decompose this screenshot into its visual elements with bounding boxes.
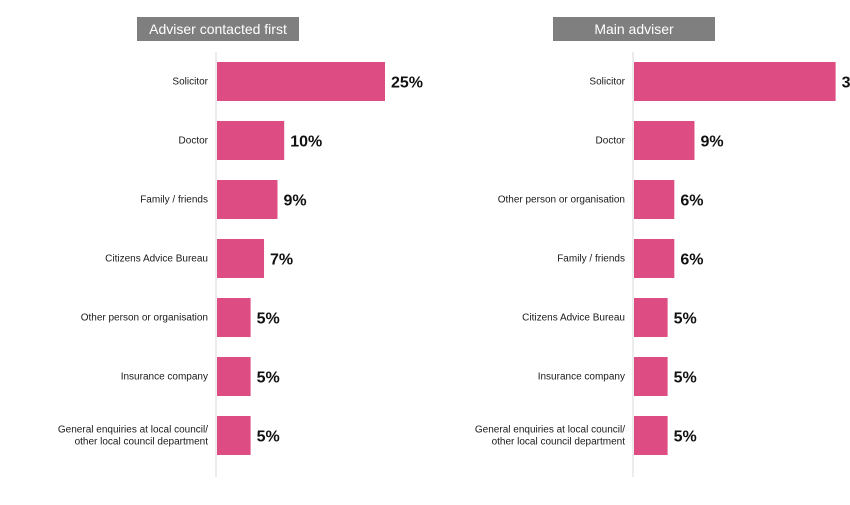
bar <box>217 416 251 455</box>
category-label: Insurance company <box>538 372 625 383</box>
value-label: 30% <box>842 75 850 92</box>
category-label: Family / friends <box>140 195 208 206</box>
bar <box>634 62 836 101</box>
bar <box>217 62 385 101</box>
bar <box>634 357 668 396</box>
bar <box>634 121 695 160</box>
category-label: Other person or organisation <box>498 195 625 206</box>
category-label: General enquiries at local council/other… <box>58 425 208 448</box>
bar <box>217 357 251 396</box>
category-label: Solicitor <box>589 77 625 88</box>
value-label: 5% <box>257 429 280 446</box>
bar <box>217 180 278 219</box>
value-label: 6% <box>680 252 703 269</box>
bar <box>634 416 668 455</box>
value-label: 5% <box>674 370 697 387</box>
bar <box>634 239 675 278</box>
category-label: Family / friends <box>557 254 625 265</box>
value-label: 5% <box>257 311 280 328</box>
value-label: 7% <box>270 252 293 269</box>
chart-panel-adviser-contacted-first: Adviser contacted first Solicitor 25% Doct… <box>58 17 423 477</box>
category-label: Solicitor <box>172 77 208 88</box>
value-label: 5% <box>674 429 697 446</box>
value-label: 5% <box>257 370 280 387</box>
value-label: 25% <box>391 75 423 92</box>
value-label: 9% <box>283 193 306 210</box>
category-label: Doctor <box>596 136 626 147</box>
chart-title: Main adviser <box>553 17 715 41</box>
category-label: Other person or organisation <box>81 313 208 324</box>
chart-title: Adviser contacted first <box>137 17 299 41</box>
category-label: Citizens Advice Bureau <box>522 313 625 324</box>
chart-panel-main-adviser: Main adviser Solicitor 30% Doctor 9% Other p… <box>425 0 850 505</box>
bar <box>634 298 668 337</box>
value-label: 5% <box>674 311 697 328</box>
bar <box>217 121 285 160</box>
category-label: Insurance company <box>121 372 208 383</box>
category-label: General enquiries at local council/other… <box>475 425 625 448</box>
bar-chart-main-adviser: Solicitor 30% Doctor 9% Other person or orga… <box>475 52 850 477</box>
value-label: 9% <box>700 134 723 151</box>
bar <box>634 180 675 219</box>
bar-chart-adviser-contacted-first: Solicitor 25% Doctor 10% Family / friends 9% C… <box>58 52 423 477</box>
bar <box>217 298 251 337</box>
value-label: 6% <box>680 193 703 210</box>
value-label: 10% <box>290 134 322 151</box>
bar <box>217 239 265 278</box>
category-label: Citizens Advice Bureau <box>105 254 208 265</box>
category-label: Doctor <box>179 136 209 147</box>
